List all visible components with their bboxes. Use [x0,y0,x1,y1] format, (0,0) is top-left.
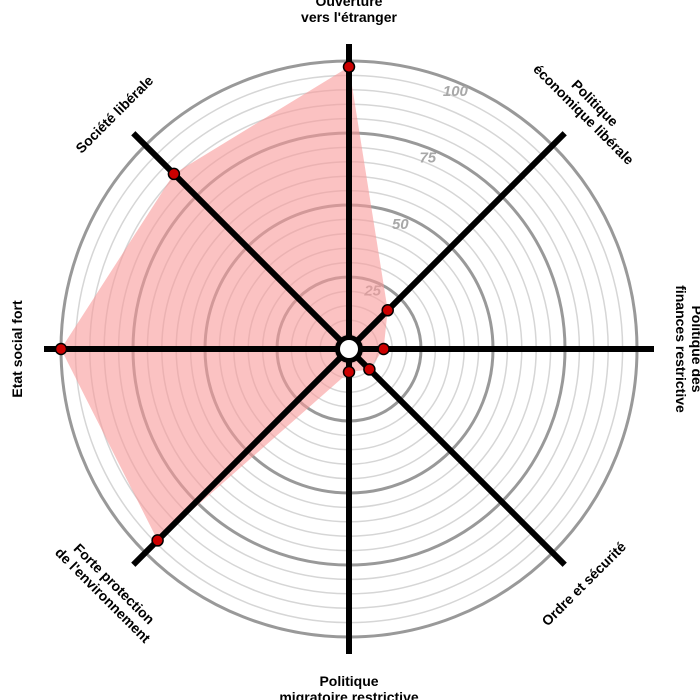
data-point [151,534,164,547]
axis-label: Politique [319,673,378,689]
axis-label: Ouverture [316,0,383,9]
axis-label: vers l'étranger [301,9,397,25]
data-point [381,304,394,317]
data-points [54,60,394,547]
data-point [167,167,181,181]
data-point [363,363,376,376]
center-hole [340,340,358,358]
axis-label: migratoire restrictive [279,689,418,700]
axis-line [131,346,352,567]
tick-label: 75 [419,150,436,167]
series-area [61,66,388,541]
axis-label: Etat social fort [9,300,25,398]
axis-label: Politique des [689,305,700,392]
axis-lines [44,44,654,654]
data-area [61,66,388,541]
tick-label: 100 [443,83,469,100]
axis-line [131,131,352,352]
data-point [54,342,68,356]
axis-line [346,346,567,567]
axis-label-group: Etat social fort [9,300,25,398]
axis-label: finances restrictive [673,285,689,413]
tick-label: 50 [392,216,409,233]
data-point [342,365,356,379]
data-point [377,342,390,356]
data-point [342,60,356,74]
axis-line [346,131,567,352]
